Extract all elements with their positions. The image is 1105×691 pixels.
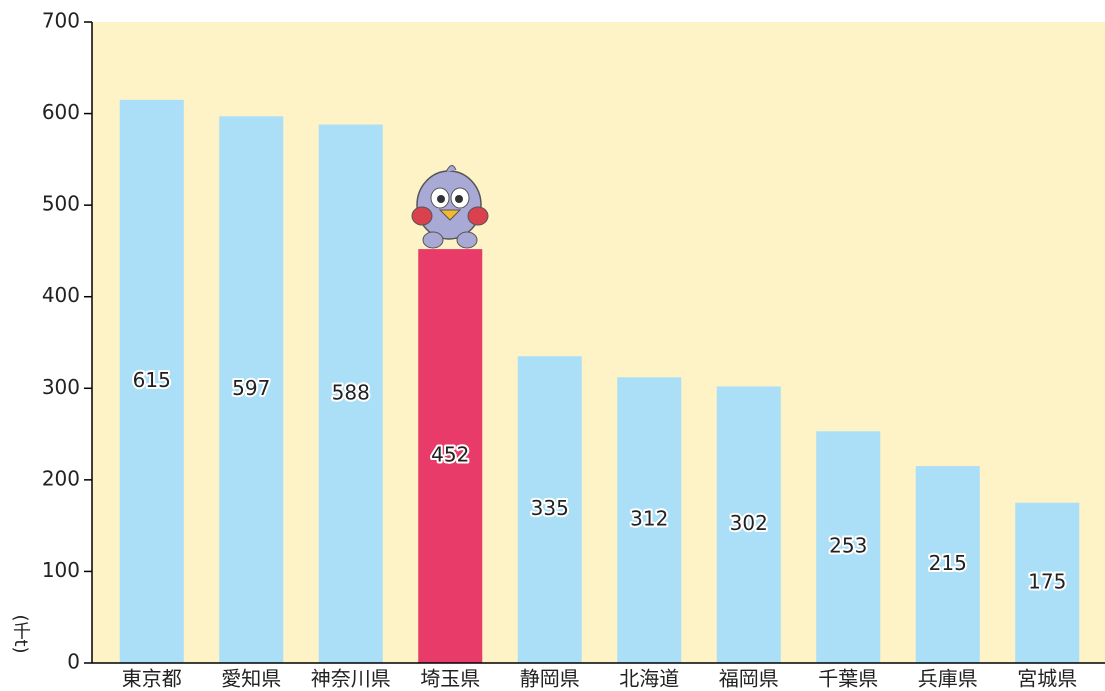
- value-label: 253: [829, 534, 867, 558]
- y-tick-label: 700: [42, 9, 80, 33]
- value-label: 452: [431, 443, 469, 467]
- x-tick-label: 福岡県: [719, 667, 779, 691]
- y-tick-label: 500: [42, 192, 80, 216]
- x-tick-label: 千葉県: [818, 667, 878, 691]
- value-label: 215: [929, 551, 967, 575]
- x-tick-label: 宮城県: [1017, 667, 1077, 691]
- y-tick-label: 300: [42, 375, 80, 399]
- value-label: 312: [630, 507, 668, 531]
- y-tick-label: 100: [42, 558, 80, 582]
- y-tick-label: 400: [42, 283, 80, 307]
- x-tick-label: 埼玉県: [420, 667, 480, 691]
- y-tick-label: 0: [67, 650, 80, 674]
- x-tick-label: 兵庫県: [918, 667, 978, 691]
- value-label: 175: [1028, 569, 1066, 593]
- chart: (千t) 0 100 200 300 400 500 600 700 東京都 615 愛知県 597 神…: [0, 0, 1105, 691]
- value-label: 588: [332, 380, 370, 404]
- y-axis-label: (千t): [10, 614, 31, 653]
- x-tick-label: 愛知県: [221, 667, 281, 691]
- x-tick-label: 神奈川県: [311, 667, 391, 691]
- x-tick-label: 静岡県: [520, 667, 580, 691]
- value-label: 335: [531, 496, 569, 520]
- y-tick-label: 200: [42, 466, 80, 490]
- y-tick-label: 600: [42, 100, 80, 124]
- x-tick-label: 北海道: [619, 667, 679, 691]
- x-tick-label: 東京都: [122, 667, 182, 691]
- value-label: 302: [730, 511, 768, 535]
- value-label: 615: [133, 368, 171, 392]
- value-label: 597: [232, 376, 270, 400]
